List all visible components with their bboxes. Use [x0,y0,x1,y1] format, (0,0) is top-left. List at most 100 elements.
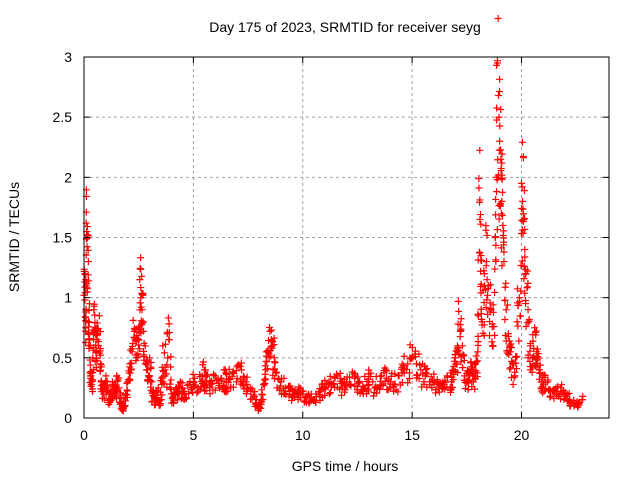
x-tick-label: 15 [404,427,420,443]
data-point [476,198,484,206]
data-point [447,385,455,393]
data-point [533,356,541,364]
data-point [299,387,307,395]
data-point [472,352,480,360]
data-point [376,385,384,393]
data-point [259,396,267,404]
data-point [166,384,174,392]
data-point [316,385,324,393]
data-point [491,233,499,241]
data-point [433,376,441,384]
x-tick-label: 20 [514,427,530,443]
data-point [453,360,461,368]
data-point [84,258,92,266]
data-point [271,359,279,367]
x-tick-labels: 0 5 10 15 20 [80,427,529,443]
data-point [114,384,122,392]
data-point [422,370,430,378]
data-point [260,381,268,389]
data-point [518,179,525,187]
x-tick-label: 0 [80,427,88,443]
data-point [499,188,507,196]
data-point [136,299,144,307]
data-point [135,341,143,349]
data-point [263,365,271,373]
data-point [143,366,151,374]
data-point [247,387,255,395]
data-point [270,358,278,366]
data-point [482,262,490,270]
data-point [475,184,483,192]
data-point [338,391,346,399]
data-point [356,389,364,397]
y-tick-label: 0 [64,410,72,426]
data-point [524,283,532,291]
data-point [466,376,474,384]
data-point [81,313,89,321]
data-point [464,386,472,394]
data-point [218,377,226,385]
data-point [498,150,506,158]
data-point [492,257,500,265]
data-point [491,265,499,273]
data-point [82,339,90,347]
data-point [489,342,497,350]
data-point [190,383,198,391]
data-point [163,361,171,369]
data-point [520,187,528,195]
data-point [355,378,363,386]
data-point [396,381,404,389]
data-point [540,387,548,395]
data-point [369,378,377,386]
data-point [500,238,508,246]
data-point [129,342,137,350]
y-axis-label: SRMTID / TECUs [6,182,22,292]
data-point [226,376,234,384]
data-point [490,322,498,330]
y-tick-label: 1.5 [53,230,73,246]
data-point [84,271,92,279]
data-point [520,275,528,283]
data-point [477,310,485,318]
data-point [497,146,505,154]
data-point [243,380,251,388]
data-point [88,369,96,377]
data-point [455,307,463,315]
data-point [531,362,539,370]
data-point [325,390,333,398]
data-point [391,370,399,378]
data-point [413,371,421,379]
data-point [472,367,480,375]
data-point [506,365,514,373]
data-point [193,389,201,397]
data-point [512,359,520,367]
data-point [435,388,443,396]
data-point [129,316,137,324]
data-point [519,197,527,205]
data-point [500,258,508,266]
data-point [484,285,492,293]
data-point [90,335,98,343]
data-point [91,358,99,366]
y-tick-labels: 0 0.5 1 1.5 2 2.5 3 [53,49,73,426]
data-point [454,369,462,377]
data-point [558,381,566,389]
data-point [493,57,501,65]
data-point [493,188,501,196]
data-point [477,280,485,288]
data-point [499,231,507,239]
y-tick-label: 2.5 [53,109,73,125]
data-point [483,231,491,239]
data-point [533,345,541,353]
data-point [495,113,503,121]
data-point [499,221,507,229]
data-point [486,299,494,307]
data-point [174,396,182,404]
data-point [280,374,288,382]
data-point [496,201,504,209]
data-point [346,373,354,381]
data-point [84,246,92,254]
data-point [162,370,170,378]
data-point [436,380,444,388]
data-point [476,211,484,219]
